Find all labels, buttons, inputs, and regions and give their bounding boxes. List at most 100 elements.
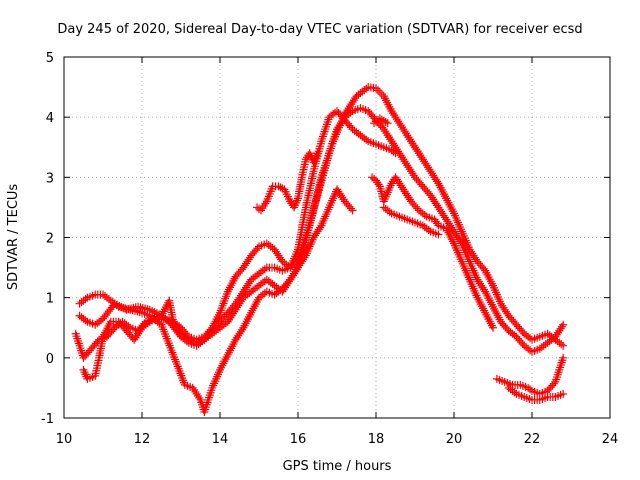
data-point-marker	[398, 123, 406, 132]
data-point-marker	[431, 175, 440, 184]
data-point-marker	[430, 197, 439, 206]
data-point-marker	[229, 309, 237, 318]
data-point-marker	[313, 149, 322, 158]
data-point-marker	[383, 131, 392, 140]
data-point-marker	[373, 178, 382, 187]
data-point-marker	[299, 255, 308, 264]
data-point-marker	[429, 171, 438, 180]
data-point-marker	[334, 187, 343, 196]
data-point-marker	[391, 173, 400, 182]
data-point-marker	[234, 301, 243, 310]
data-point-marker	[416, 151, 425, 160]
data-point-marker	[426, 167, 435, 176]
data-point-marker	[301, 155, 310, 164]
series-track-i	[492, 353, 568, 398]
data-point-marker	[390, 111, 399, 120]
data-point-marker	[174, 325, 183, 334]
x-tick-label: 10	[56, 432, 73, 447]
data-point-marker	[276, 286, 285, 295]
data-point-marker	[401, 189, 410, 198]
data-point-marker	[348, 206, 357, 215]
data-point-marker	[93, 337, 102, 346]
y-axis-ticks: -1 0 1 2 3 4 5	[41, 51, 610, 427]
series-track-h	[370, 114, 392, 128]
series-track-j	[504, 383, 568, 404]
data-point-marker	[400, 127, 409, 136]
series-track-f	[368, 173, 497, 332]
data-point-marker	[456, 237, 465, 246]
y-tick-label: 0	[46, 352, 54, 367]
y-tick-label: 5	[46, 51, 54, 66]
data-point-marker	[448, 225, 457, 234]
data-point-marker	[300, 253, 309, 262]
data-point-marker	[399, 125, 408, 134]
data-point-marker	[556, 324, 565, 333]
data-point-marker	[387, 107, 396, 116]
data-point-marker	[296, 259, 305, 268]
data-point-marker	[286, 197, 295, 206]
data-point-marker	[392, 115, 401, 124]
y-tick-label: 2	[46, 232, 54, 247]
data-point-marker	[287, 273, 296, 282]
x-tick-label: 16	[290, 432, 307, 447]
data-point-marker	[316, 223, 325, 232]
data-point-marker	[191, 387, 200, 396]
data-point-marker	[312, 229, 321, 238]
data-point-marker	[396, 181, 405, 190]
series-track-d	[71, 185, 357, 416]
data-point-marker	[390, 141, 399, 150]
data-point-marker	[405, 165, 414, 174]
data-point-marker	[271, 247, 280, 256]
data-point-marker	[288, 271, 297, 280]
data-point-marker	[242, 283, 250, 292]
data-point-marker	[275, 253, 284, 262]
data-point-marker	[479, 285, 488, 294]
data-point-marker	[418, 155, 427, 164]
data-point-marker	[403, 131, 412, 140]
data-point-marker	[343, 106, 352, 115]
data-point-marker	[405, 135, 414, 144]
data-point-marker	[392, 145, 401, 154]
data-point-marker	[243, 281, 252, 290]
data-point-marker	[388, 139, 397, 148]
data-point-marker	[340, 110, 349, 119]
data-point-marker	[386, 135, 395, 144]
data-point-marker	[422, 161, 431, 170]
data-point-marker	[510, 388, 519, 397]
data-point-marker	[240, 285, 249, 294]
data-point-marker	[400, 157, 409, 166]
data-point-marker	[362, 135, 371, 144]
data-point-marker	[347, 100, 356, 109]
data-point-marker	[395, 179, 404, 188]
data-point-marker	[391, 143, 400, 152]
data-point-marker	[291, 267, 300, 276]
data-point-marker	[382, 129, 391, 138]
data-point-marker	[468, 249, 477, 258]
data-point-marker	[473, 275, 482, 284]
data-point-marker	[347, 204, 356, 213]
data-point-marker	[244, 255, 253, 264]
x-tick-label: 18	[368, 432, 385, 447]
data-point-marker	[190, 385, 198, 394]
data-point-marker	[408, 169, 417, 178]
data-point-marker	[232, 333, 241, 342]
data-point-marker	[383, 119, 392, 128]
data-point-marker	[554, 328, 562, 337]
data-point-marker	[499, 303, 508, 312]
data-point-marker	[342, 108, 351, 117]
data-point-marker	[242, 259, 250, 268]
data-point-marker	[297, 257, 306, 266]
chart-title: Day 245 of 2020, Sidereal Day-to-day VTE…	[57, 22, 582, 37]
data-point-marker	[313, 227, 322, 236]
data-point-marker	[424, 163, 432, 172]
series-track-g	[379, 203, 443, 239]
data-point-marker	[442, 215, 451, 224]
x-axis-title: GPS time / hours	[283, 459, 392, 474]
data-point-marker	[430, 173, 439, 182]
data-point-marker	[453, 233, 462, 242]
data-point-marker	[399, 185, 408, 194]
data-point-marker	[414, 149, 423, 158]
data-point-marker	[427, 193, 436, 202]
data-point-marker	[97, 316, 106, 325]
